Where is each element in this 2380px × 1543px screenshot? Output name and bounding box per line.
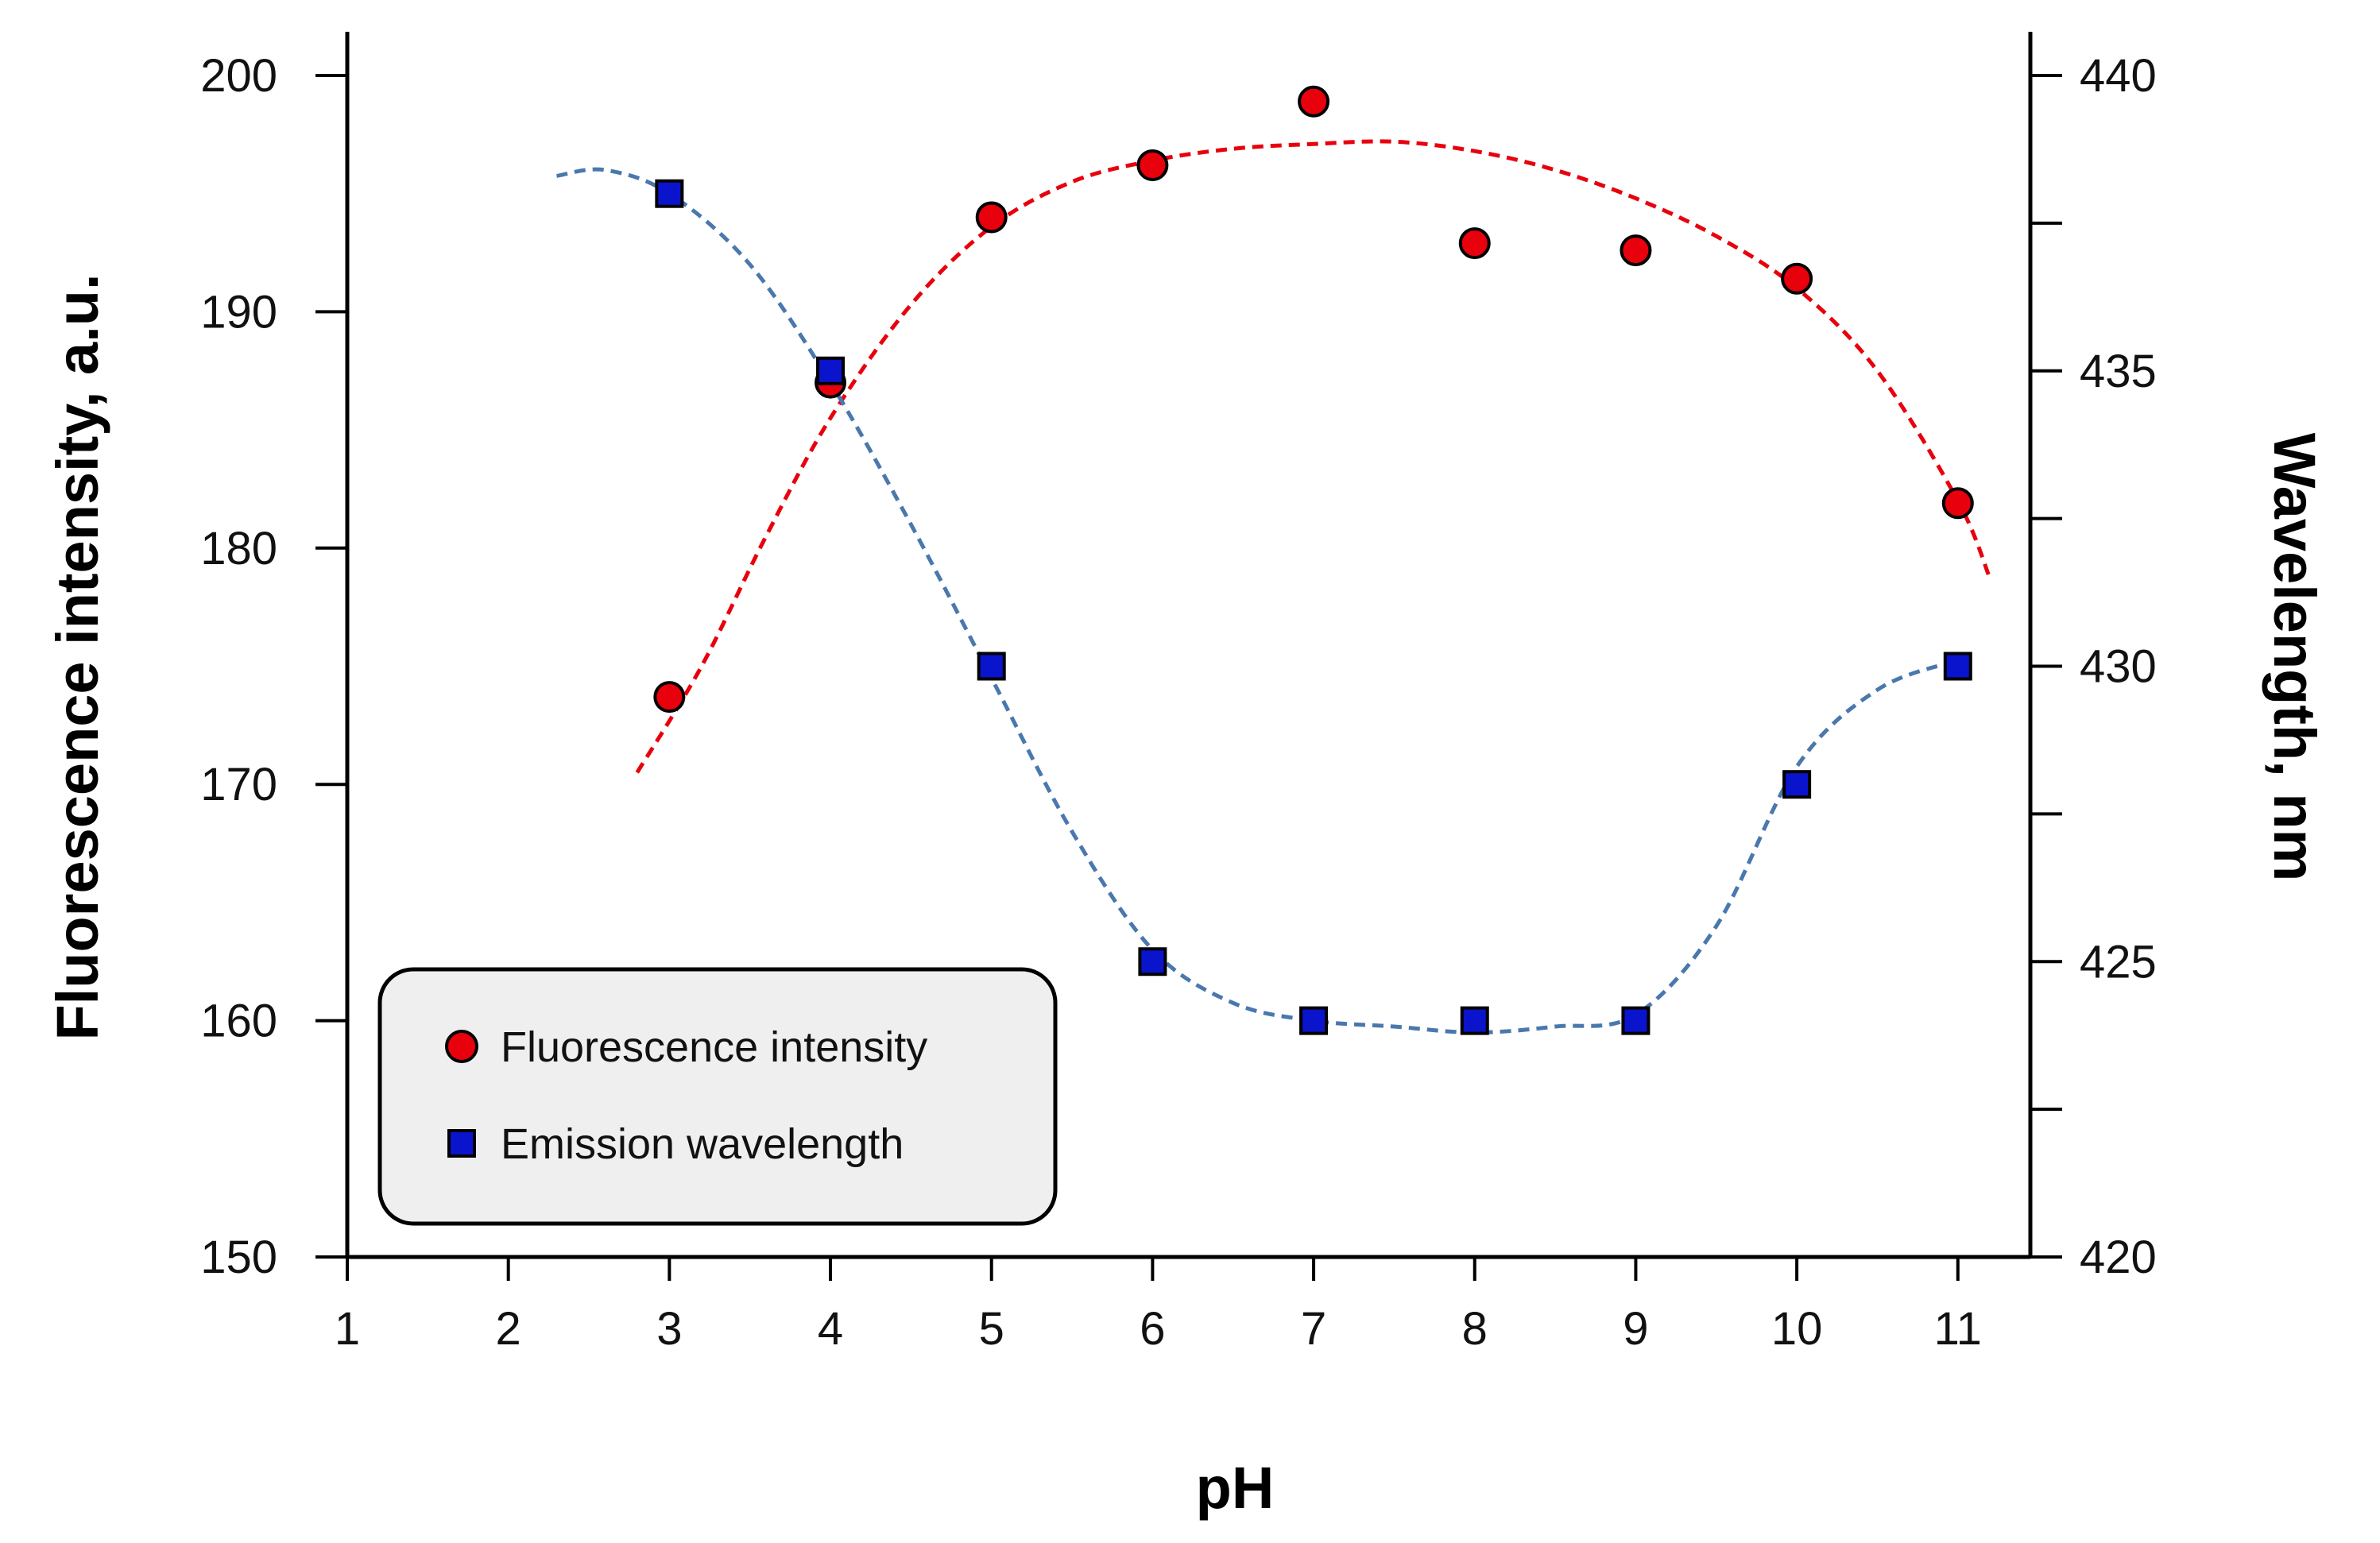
- y-left-tick-label-150: 150: [200, 1232, 277, 1283]
- fluorescence-intensity-fit-curve: [635, 139, 1992, 774]
- x-tick-label-6: 6: [1140, 1303, 1165, 1355]
- fluorescence-intensity-point-ph-10: [1781, 262, 1813, 295]
- x-tick-label-1: 1: [335, 1303, 360, 1355]
- x-tick-label-5: 5: [979, 1303, 1004, 1355]
- emission-wavelength-point-ph-4: [816, 356, 846, 385]
- fluorescence-intensity-point-ph-11: [1941, 487, 1974, 520]
- fluorescence-intensity-point-ph-7: [1298, 85, 1330, 118]
- legend-box: [377, 967, 1058, 1226]
- emission-wavelength-point-ph-3: [655, 179, 684, 208]
- legend-marker-square: [447, 1129, 476, 1158]
- y-axis-right-title: Wavelength, nm: [2262, 433, 2328, 882]
- x-tick-label-8: 8: [1462, 1303, 1488, 1355]
- fluorescence-intensity-point-ph-8: [1458, 227, 1491, 260]
- fluorescence-intensity-point-ph-5: [975, 201, 1008, 234]
- legend: Fluorescence intensity Emission waveleng…: [377, 967, 1058, 1226]
- x-tick-label-11: 11: [1934, 1303, 1982, 1355]
- legend-entry-emission: Emission wavelength: [447, 1120, 904, 1168]
- legend-label-fluorescence: Fluorescence intensity: [501, 1023, 927, 1071]
- legend-marker-circle: [445, 1030, 478, 1063]
- x-tick-label-4: 4: [818, 1303, 843, 1355]
- fluorescence-intensity-point-ph-6: [1136, 149, 1169, 182]
- y-left-tick-label-160: 160: [200, 996, 277, 1047]
- y-right-tick-label-425: 425: [2080, 936, 2157, 988]
- emission-wavelength-point-ph-9: [1621, 1006, 1651, 1035]
- x-tick-label-2: 2: [496, 1303, 521, 1355]
- x-tick-label-7: 7: [1301, 1303, 1326, 1355]
- y-left-tick-label-190: 190: [200, 286, 277, 338]
- y-right-tick-label-435: 435: [2080, 346, 2157, 397]
- y-right-tick-label-420: 420: [2080, 1232, 2157, 1283]
- x-tick-label-9: 9: [1623, 1303, 1648, 1355]
- emission-wavelength-point-ph-7: [1299, 1006, 1329, 1035]
- y-left-tick-label-170: 170: [200, 759, 277, 810]
- x-tick-label-3: 3: [656, 1303, 682, 1355]
- emission-wavelength-point-ph-5: [977, 652, 1006, 681]
- legend-entry-fluorescence: Fluorescence intensity: [445, 1023, 927, 1071]
- emission-wavelength-fit-curve: [556, 167, 1959, 1035]
- emission-wavelength-point-ph-11: [1943, 652, 1972, 681]
- emission-wavelength-point-ph-6: [1138, 947, 1167, 976]
- y-left-tick-label-200: 200: [200, 50, 277, 102]
- y-axis-left-title: Fluorescence intensity, a.u.: [45, 273, 110, 1040]
- y-right-tick-label-430: 430: [2080, 641, 2157, 693]
- emission-wavelength-point-ph-8: [1460, 1006, 1489, 1035]
- emission-wavelength-point-ph-10: [1782, 770, 1812, 799]
- legend-label-emission: Emission wavelength: [501, 1120, 904, 1168]
- x-tick-label-10: 10: [1771, 1303, 1823, 1355]
- x-axis-title: pH: [1196, 1455, 1275, 1521]
- fluorescence-intensity-point-ph-9: [1620, 234, 1652, 267]
- y-right-tick-label-440: 440: [2080, 50, 2157, 102]
- fluorescence-intensity-point-ph-3: [653, 681, 686, 713]
- y-left-tick-label-180: 180: [200, 523, 277, 574]
